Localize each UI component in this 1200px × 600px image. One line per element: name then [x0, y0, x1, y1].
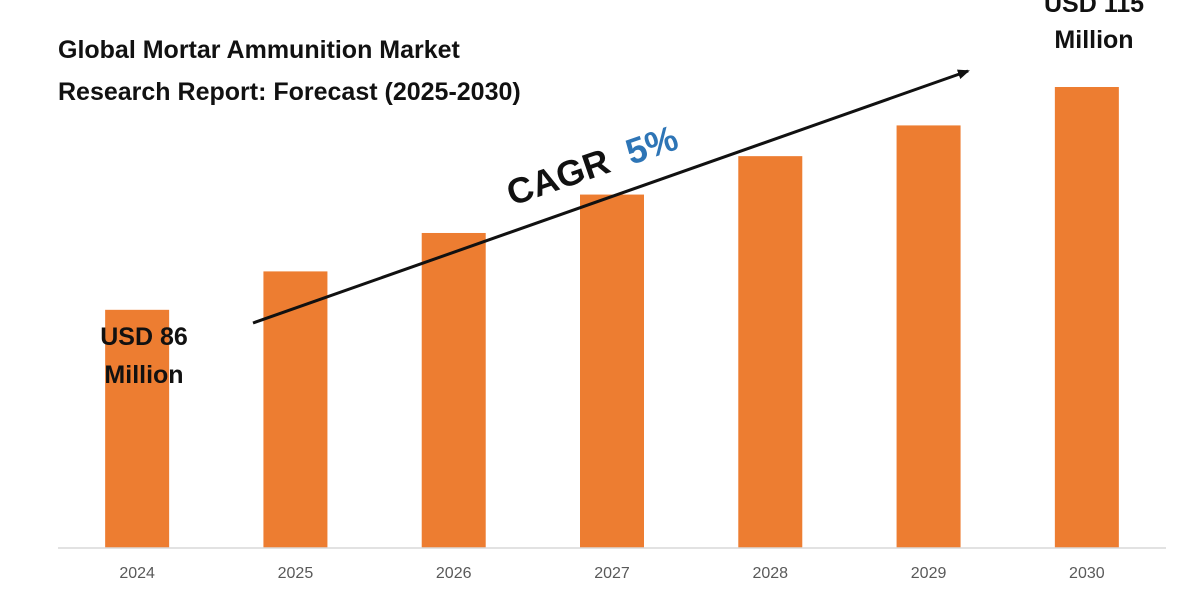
bar-2030 — [1054, 87, 1119, 548]
x-tick-2024: 2024 — [119, 565, 155, 582]
growth-arrow — [252, 69, 970, 325]
x-tick-2025: 2025 — [278, 565, 314, 582]
chart-title-line-2: Research Report: Forecast (2025-2030) — [58, 78, 521, 106]
x-tick-labels: 2024 2025 2026 2027 2028 2029 2030 — [119, 565, 1104, 582]
bar-2025 — [263, 271, 328, 548]
x-tick-2029: 2029 — [911, 565, 947, 582]
bar-2026 — [421, 232, 486, 548]
bar-2027 — [580, 194, 644, 549]
chart-title-line-1: Global Mortar Ammunition Market — [58, 36, 461, 64]
end-value-label-line-1: USD 115 — [1044, 0, 1144, 18]
x-tick-2028: 2028 — [752, 565, 788, 582]
bar-2028 — [738, 156, 803, 548]
bar-2029 — [896, 125, 961, 549]
x-tick-2030: 2030 — [1069, 565, 1105, 582]
x-tick-2026: 2026 — [436, 565, 472, 582]
bar-series — [105, 87, 1119, 549]
bar-2024 — [105, 309, 170, 548]
start-value-label-line-1: USD 86 — [100, 323, 188, 351]
start-value-label-line-2: Million — [104, 361, 183, 389]
cagr-value: 5% — [620, 117, 683, 173]
end-value-label-line-2: Million — [1054, 26, 1133, 54]
x-tick-2027: 2027 — [594, 565, 630, 582]
